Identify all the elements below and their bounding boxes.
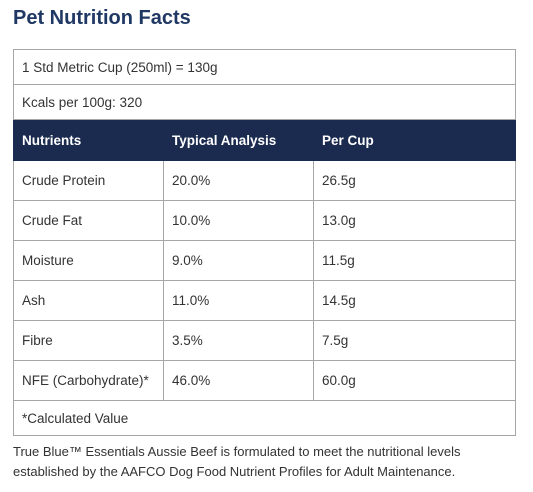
header-typical-analysis: Typical Analysis bbox=[163, 119, 314, 161]
per-cup-cell: 13.0g bbox=[313, 200, 516, 241]
per-cup-cell: 14.5g bbox=[313, 280, 516, 321]
analysis-cell: 11.0% bbox=[163, 280, 314, 321]
per-cup-cell: 60.0g bbox=[313, 360, 516, 401]
table-row: NFE (Carbohydrate)* 46.0% 60.0g bbox=[13, 360, 516, 401]
header-nutrients: Nutrients bbox=[13, 119, 164, 161]
table-row: Crude Fat 10.0% 13.0g bbox=[13, 200, 516, 241]
footnote-row: *Calculated Value bbox=[13, 400, 516, 436]
table-header-row: Nutrients Typical Analysis Per Cup bbox=[13, 119, 516, 161]
nutrient-cell: Ash bbox=[13, 280, 164, 321]
analysis-cell: 20.0% bbox=[163, 160, 314, 201]
nutrition-table: 1 Std Metric Cup (250ml) = 130g Kcals pe… bbox=[13, 49, 516, 436]
nutrient-cell: Crude Fat bbox=[13, 200, 164, 241]
table-row: Fibre 3.5% 7.5g bbox=[13, 320, 516, 361]
analysis-cell: 46.0% bbox=[163, 360, 314, 401]
table-row: Ash 11.0% 14.5g bbox=[13, 280, 516, 321]
analysis-cell: 9.0% bbox=[163, 240, 314, 281]
serving-size-cell: 1 Std Metric Cup (250ml) = 130g bbox=[13, 49, 516, 85]
kcals-cell: Kcals per 100g: 320 bbox=[13, 84, 516, 120]
nutrient-cell: Fibre bbox=[13, 320, 164, 361]
table-row: Moisture 9.0% 11.5g bbox=[13, 240, 516, 281]
table-row: Crude Protein 20.0% 26.5g bbox=[13, 160, 516, 201]
header-per-cup: Per Cup bbox=[313, 119, 516, 161]
nutrient-cell: Moisture bbox=[13, 240, 164, 281]
per-cup-cell: 26.5g bbox=[313, 160, 516, 201]
product-description: True Blue™ Essentials Aussie Beef is for… bbox=[13, 444, 461, 479]
kcals-row: Kcals per 100g: 320 bbox=[13, 84, 516, 120]
nutrient-cell: Crude Protein bbox=[13, 160, 164, 201]
page-title: Pet Nutrition Facts bbox=[13, 7, 191, 29]
footnote-cell: *Calculated Value bbox=[13, 400, 516, 436]
per-cup-cell: 7.5g bbox=[313, 320, 516, 361]
analysis-cell: 3.5% bbox=[163, 320, 314, 361]
analysis-cell: 10.0% bbox=[163, 200, 314, 241]
per-cup-cell: 11.5g bbox=[313, 240, 516, 281]
nutrient-cell: NFE (Carbohydrate)* bbox=[13, 360, 164, 401]
serving-row: 1 Std Metric Cup (250ml) = 130g bbox=[13, 49, 516, 85]
